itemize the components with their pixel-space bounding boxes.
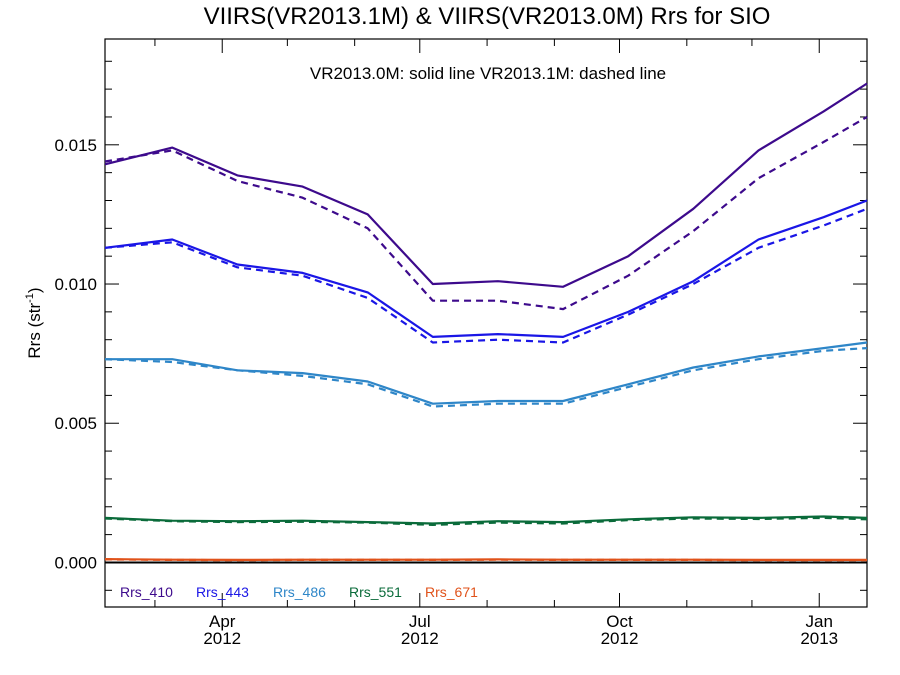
y-tick-label: 0.005 — [54, 414, 97, 433]
legend-item-rrs-671: Rrs_671 — [425, 584, 478, 600]
x-tick-month: Jul — [409, 612, 431, 631]
series-line-rrs-443-solid — [104, 199, 868, 338]
plot-border — [104, 38, 868, 608]
series-line-rrs-410-solid — [104, 82, 868, 288]
series-style-annotation: VR2013.0M: solid line VR2013.1M: dashed … — [310, 64, 666, 83]
y-axis-label: Rrs (str-1) — [24, 287, 44, 358]
y-axis-label-close: ) — [25, 287, 44, 293]
x-tick-year: 2013 — [800, 629, 838, 648]
x-tick-month: Jan — [806, 612, 833, 631]
series-line-rrs-410-dashed — [104, 116, 868, 311]
legend: Rrs_410 Rrs_443 Rrs_486 Rrs_551 Rrs_671 — [120, 584, 478, 600]
series-lines — [104, 82, 868, 564]
series-line-rrs-443-dashed — [104, 207, 868, 344]
series-line-rrs-671-dashed — [104, 558, 867, 562]
y-axis-label-base: Rrs (str — [25, 303, 44, 359]
x-tick-month: Oct — [606, 612, 633, 631]
legend-item-rrs-410: Rrs_410 — [120, 584, 173, 600]
y-tick-label: 0.015 — [54, 136, 97, 155]
x-tick-year: 2012 — [401, 629, 439, 648]
series-line-rrs-551-dashed — [104, 516, 868, 527]
series-line-rrs-486-dashed — [104, 347, 868, 408]
y-axis: 0.000 0.005 0.010 0.015 — [54, 60, 867, 591]
y-tick-label: 0.010 — [54, 275, 97, 294]
x-tick-month: Apr — [209, 612, 236, 631]
legend-item-rrs-486: Rrs_486 — [273, 584, 326, 600]
plot-area — [104, 38, 868, 608]
x-tick-year: 2012 — [203, 629, 241, 648]
y-axis-label-exponent: -1 — [24, 293, 36, 303]
legend-item-rrs-443: Rrs_443 — [196, 584, 249, 600]
chart-title: VIIRS(VR2013.1M) & VIIRS(VR2013.0M) Rrs … — [204, 3, 771, 30]
y-tick-label: 0.000 — [54, 553, 97, 572]
legend-item-rrs-551: Rrs_551 — [349, 584, 402, 600]
x-tick-year: 2012 — [601, 629, 639, 648]
series-line-rrs-486-solid — [105, 341, 868, 405]
